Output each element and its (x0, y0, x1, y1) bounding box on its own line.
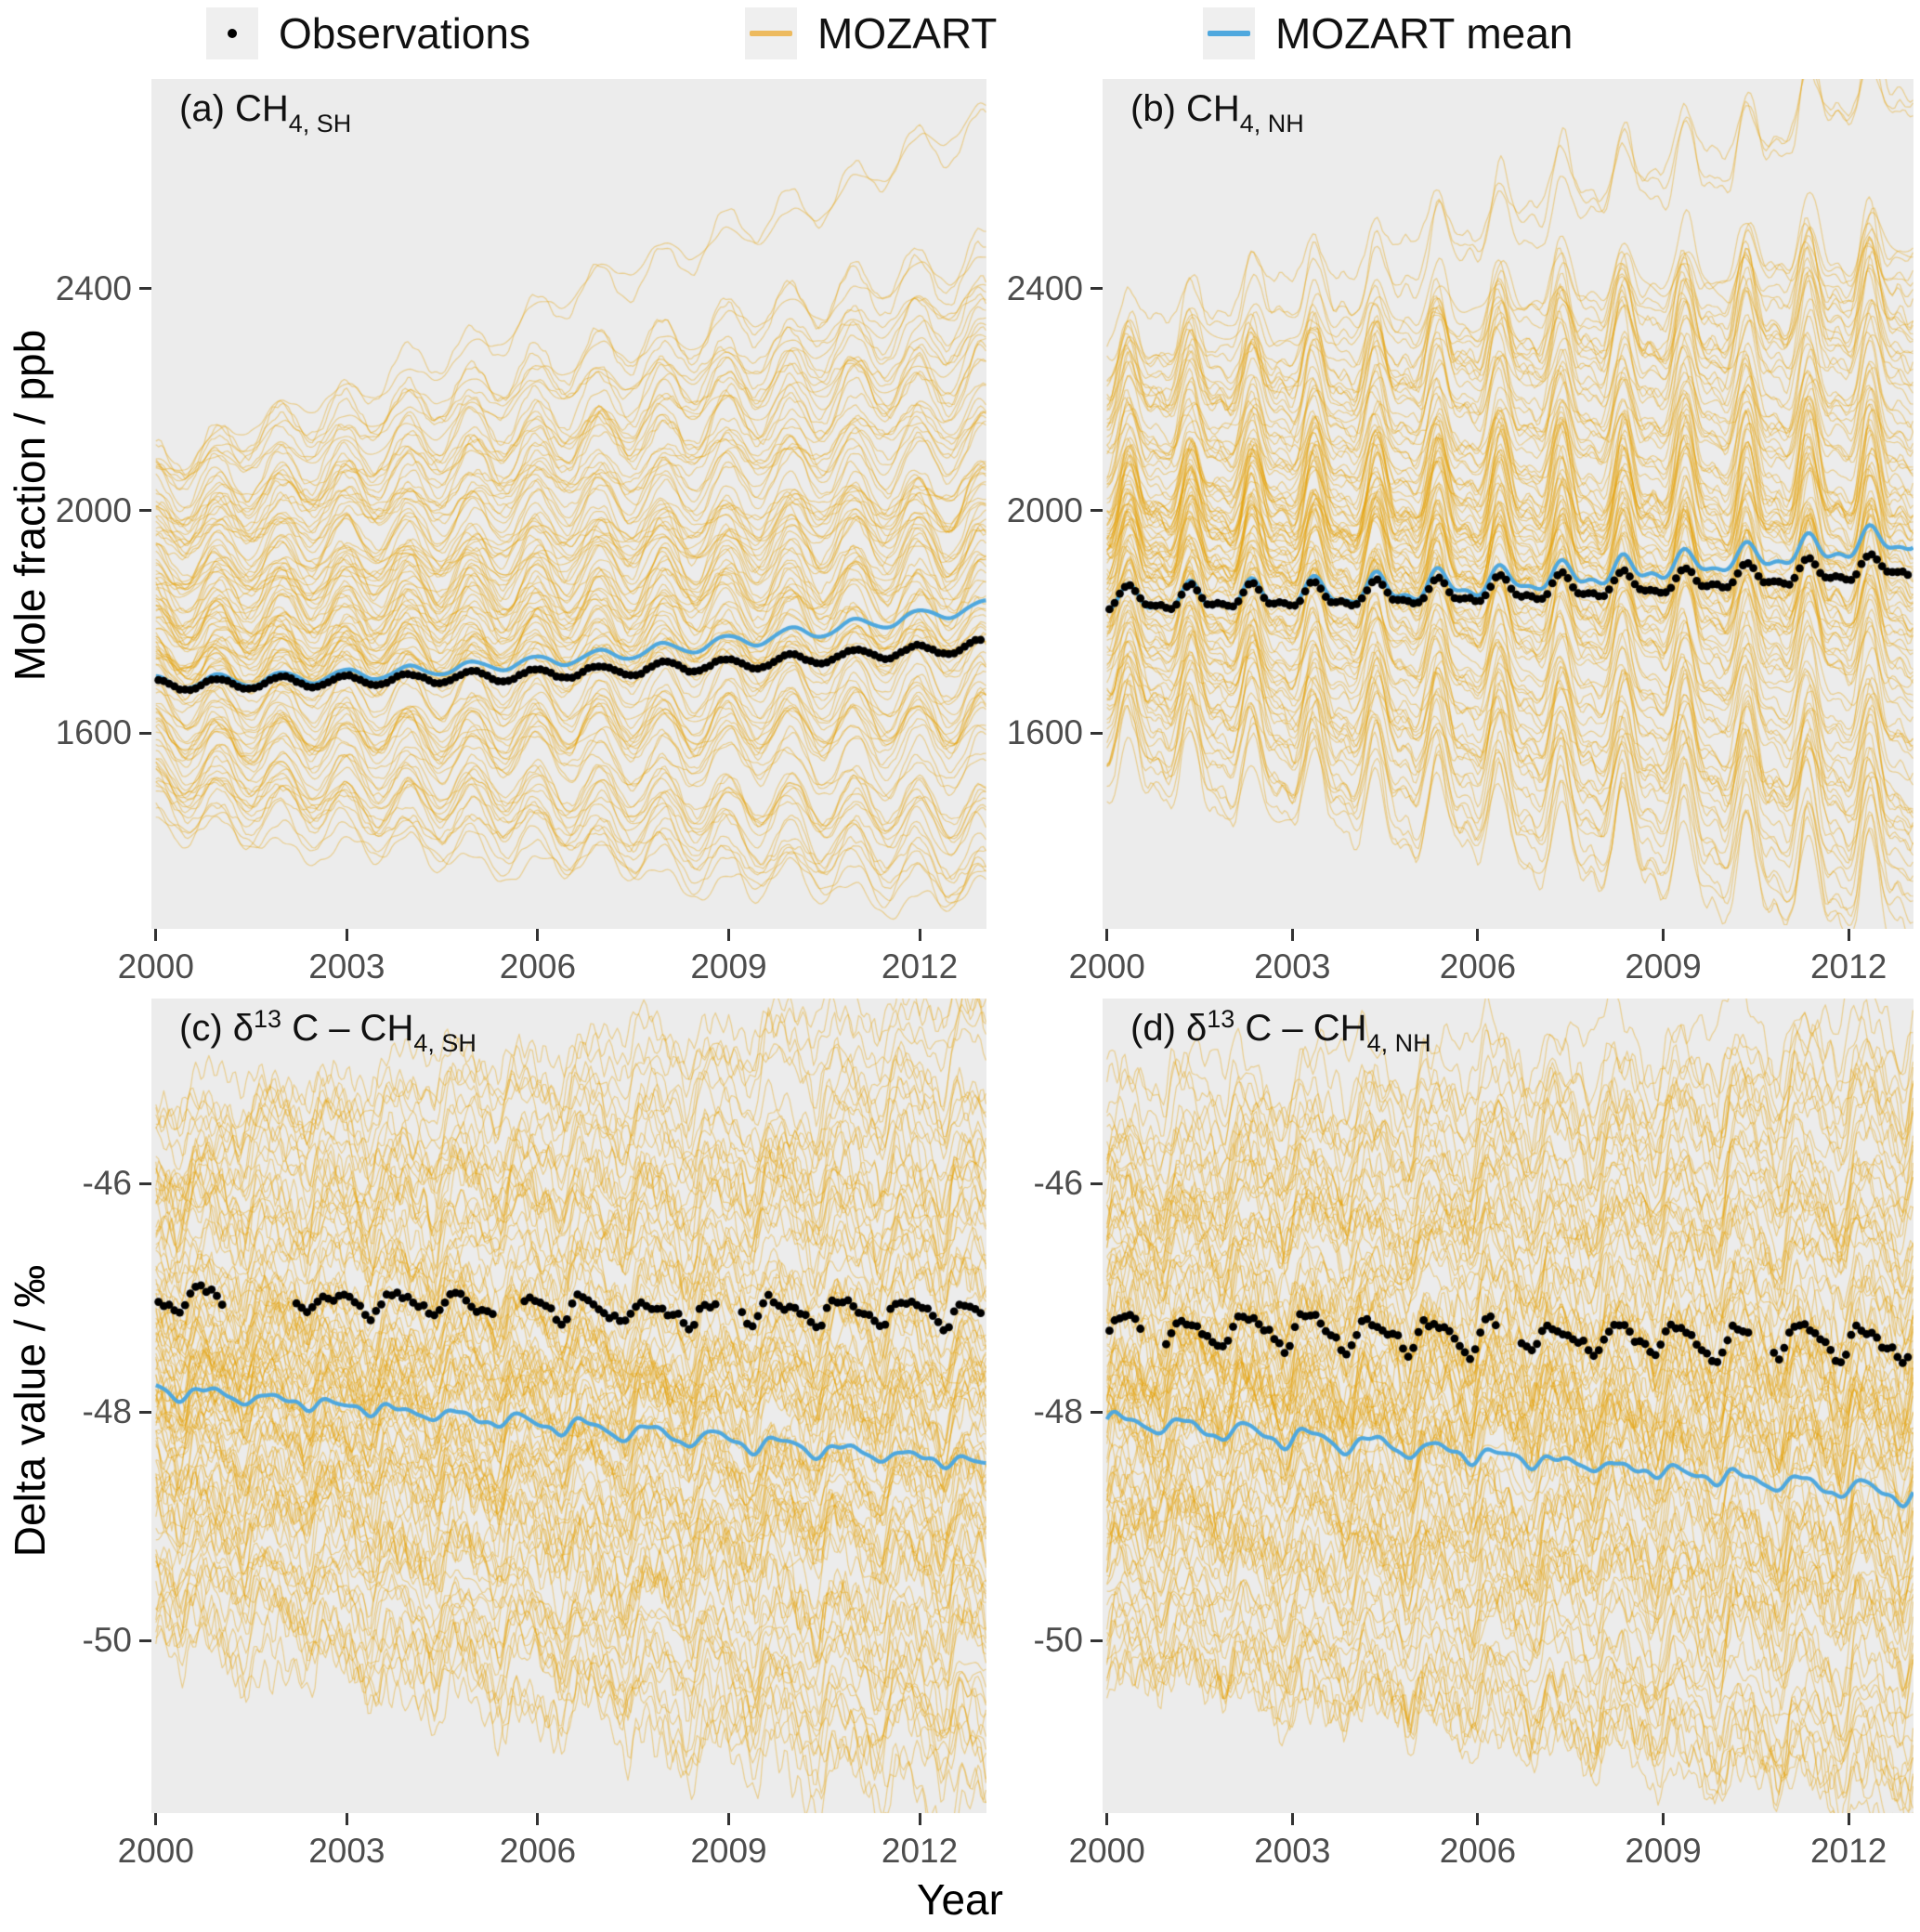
x-tick-mark (1105, 929, 1109, 941)
x-tick-mark (918, 1813, 921, 1825)
x-tick-label: 2000 (117, 1832, 194, 1870)
y-tick-label: -46 (82, 1164, 132, 1203)
legend-label: Observations (279, 9, 531, 58)
observation-dot-icon (228, 29, 237, 38)
panel-d-canvas (1103, 999, 1913, 1813)
panel-d-title: (d) δ13 C – CH4, NH (1130, 1005, 1431, 1057)
x-tick-label: 2000 (117, 947, 194, 986)
x-tick-label: 2003 (1254, 947, 1331, 986)
x-tick-mark (1290, 929, 1294, 941)
x-tick-mark (154, 1813, 158, 1825)
x-tick-label: 2006 (499, 1832, 577, 1870)
x-tick-mark (154, 929, 158, 941)
x-axis-label: Year (917, 1875, 1003, 1924)
x-tick-label: 2003 (308, 947, 385, 986)
y-tick-label: 1600 (55, 713, 132, 752)
x-tick-label: 2012 (881, 947, 959, 986)
x-tick-label: 2012 (1809, 947, 1887, 986)
y-tick-mark (1091, 731, 1103, 735)
y-tick-label: 2400 (55, 268, 132, 307)
panel-c-title: (c) δ13 C – CH4, SH (179, 1005, 477, 1057)
x-tick-mark (1476, 929, 1480, 941)
y-tick-label: -46 (1033, 1164, 1083, 1203)
legend-label: MOZART mean (1275, 9, 1574, 58)
x-tick-mark (1847, 1813, 1850, 1825)
x-tick-label: 2000 (1068, 1832, 1145, 1870)
y-tick-mark (139, 1410, 151, 1414)
y-tick-label: 2000 (55, 490, 132, 529)
x-tick-mark (726, 929, 730, 941)
x-tick-mark (536, 929, 540, 941)
x-tick-mark (1847, 929, 1850, 941)
x-tick-label: 2009 (1625, 1832, 1702, 1870)
y-tick-mark (1091, 509, 1103, 513)
mozart-mean-key (1203, 7, 1255, 59)
x-tick-label: 2000 (1068, 947, 1145, 986)
y-tick-mark (139, 1181, 151, 1185)
panel-b-title: (b) CH4, NH (1130, 88, 1304, 137)
x-tick-label: 2003 (1254, 1832, 1331, 1870)
x-tick-label: 2006 (499, 947, 577, 986)
x-tick-label: 2009 (690, 1832, 767, 1870)
x-tick-mark (345, 1813, 348, 1825)
y-tick-mark (1091, 1181, 1103, 1185)
x-tick-label: 2006 (1439, 947, 1517, 986)
x-tick-mark (1290, 1813, 1294, 1825)
x-tick-mark (1105, 1813, 1109, 1825)
y-tick-mark (139, 509, 151, 513)
x-tick-mark (1476, 1813, 1480, 1825)
y-tick-label: -48 (1033, 1392, 1083, 1431)
panel-a: (a) CH4, SH (151, 79, 986, 929)
legend: Observations MOZART MOZART mean (0, 0, 1920, 67)
panel-a-canvas (151, 79, 986, 929)
x-tick-label: 2012 (1809, 1832, 1887, 1870)
x-tick-mark (1662, 1813, 1665, 1825)
y-tick-mark (139, 1638, 151, 1642)
panel-a-title: (a) CH4, SH (179, 88, 352, 137)
y-tick-mark (1091, 1410, 1103, 1414)
legend-label: MOZART (817, 9, 998, 58)
y-tick-mark (1091, 1638, 1103, 1642)
y-tick-mark (1091, 287, 1103, 291)
y-tick-label: 1600 (1006, 713, 1083, 752)
x-tick-mark (536, 1813, 540, 1825)
y-tick-label: 2400 (1006, 268, 1083, 307)
y-tick-label: -48 (82, 1392, 132, 1431)
mozart-mean-line-icon (1208, 31, 1250, 36)
panel-d: (d) δ13 C – CH4, NH (1103, 999, 1913, 1813)
legend-item-mozart: MOZART (745, 6, 997, 61)
mozart-line-icon (750, 31, 792, 36)
panel-b: (b) CH4, NH (1103, 79, 1913, 929)
panel-c: (c) δ13 C – CH4, SH (151, 999, 986, 1813)
mozart-key (745, 7, 797, 59)
y-tick-label: -50 (1033, 1621, 1083, 1660)
x-tick-mark (1662, 929, 1665, 941)
panel-b-canvas (1103, 79, 1913, 929)
x-tick-mark (726, 1813, 730, 1825)
x-tick-label: 2009 (690, 947, 767, 986)
panel-c-canvas (151, 999, 986, 1813)
y-tick-label: -50 (82, 1621, 132, 1660)
x-tick-label: 2003 (308, 1832, 385, 1870)
y-tick-mark (139, 287, 151, 291)
legend-item-mozart-mean: MOZART mean (1203, 6, 1573, 61)
x-tick-label: 2009 (1625, 947, 1702, 986)
y-tick-mark (139, 731, 151, 735)
y-tick-label: 2000 (1006, 490, 1083, 529)
x-tick-mark (918, 929, 921, 941)
observations-key (206, 7, 258, 59)
legend-item-observations: Observations (206, 6, 530, 61)
x-tick-label: 2012 (881, 1832, 959, 1870)
x-tick-mark (345, 929, 348, 941)
x-tick-label: 2006 (1439, 1832, 1517, 1870)
